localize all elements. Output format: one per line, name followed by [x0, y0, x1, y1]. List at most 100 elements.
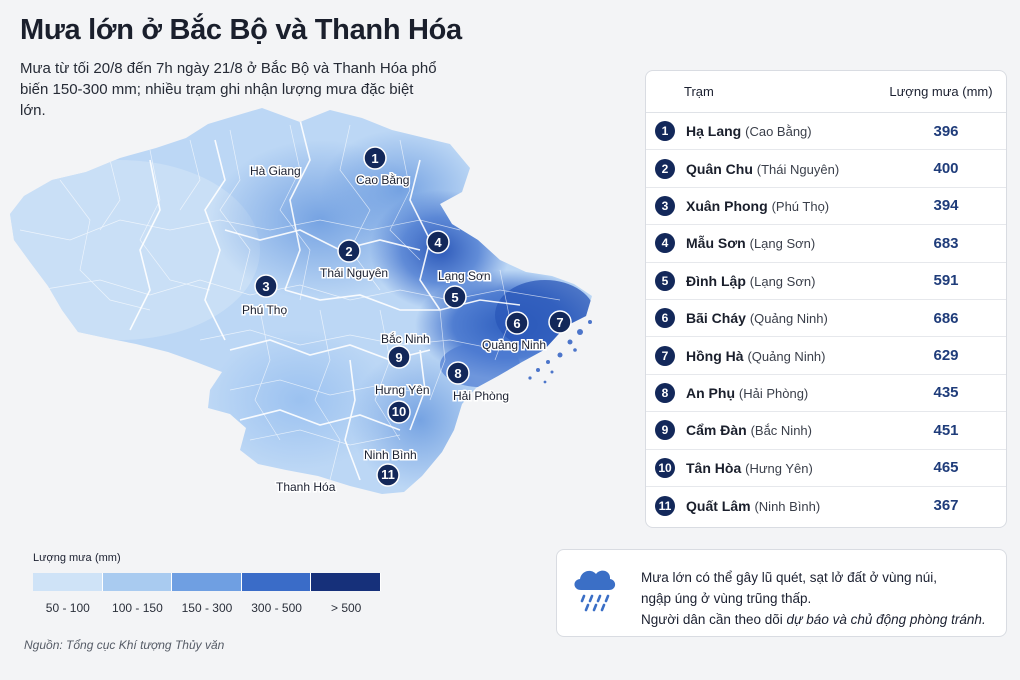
note-line-2: ngập úng ở vùng trũng thấp. — [641, 591, 812, 606]
row-amount: 435 — [933, 384, 959, 402]
legend-color-bar — [33, 573, 381, 591]
row-amount: 683 — [933, 234, 959, 252]
label-thai-nguyen: Thái Nguyên — [320, 266, 388, 280]
svg-text:6: 6 — [513, 316, 520, 331]
svg-text:11: 11 — [381, 467, 395, 482]
legend-label: 150 - 300 — [181, 601, 233, 615]
row-number-badge: 6 — [655, 308, 675, 329]
row-number-badge: 5 — [655, 270, 675, 291]
note-line-1: Mưa lớn có thể gây lũ quét, sạt lở đất ở… — [641, 570, 938, 585]
row-number-badge: 4 — [655, 233, 675, 254]
row-number-badge: 8 — [655, 382, 675, 403]
station-province: (Bắc Ninh) — [750, 423, 812, 439]
svg-text:10: 10 — [392, 404, 406, 419]
table-row: 4 Mẫu Sơn (Lạng Sơn) 683 — [646, 225, 1006, 263]
station-name: Bãi Cháy — [686, 310, 746, 327]
map-legend: Lượng mưa (mm) 50 - 100 100 - 150 150 - 30… — [33, 550, 393, 615]
station-province: (Hưng Yên) — [745, 460, 813, 476]
row-amount: 686 — [933, 309, 959, 327]
legend-swatch — [311, 573, 381, 591]
row-number-badge: 11 — [655, 495, 675, 516]
note-line-3: Người dân cần theo dõi dự báo và chủ độn… — [641, 609, 1001, 630]
page-title: Mưa lớn ở Bắc Bộ và Thanh Hóa — [20, 14, 462, 46]
table-row: 1 Hạ Lang (Cao Bằng) 396 — [646, 113, 1006, 151]
row-station: Đình Lập (Lạng Sơn) — [686, 273, 886, 289]
table-row: 10 Tân Hòa (Hưng Yên) 465 — [646, 450, 1006, 487]
legend-title-text: Lượng mưa — [33, 552, 92, 564]
svg-text:4: 4 — [434, 235, 442, 250]
note-line-3-prefix: Người dân cần theo dõi — [641, 612, 787, 627]
row-station: Hạ Lang (Cao Bằng) — [686, 123, 886, 139]
table-header: Trạm Lượng mưa (mm) — [646, 71, 1006, 113]
row-amount: 396 — [933, 122, 959, 140]
table-body: 1 Hạ Lang (Cao Bằng) 396 2 Quân Chu (Thái Ng… — [646, 113, 1006, 524]
table-row: 7 Hồng Hà (Quảng Ninh) 629 — [646, 337, 1006, 375]
row-number-badge: 2 — [655, 158, 675, 179]
station-marker-11: 11 — [376, 463, 400, 487]
station-province: (Ninh Bình) — [754, 498, 821, 514]
row-amount: 465 — [933, 459, 959, 477]
label-thanh-hoa: Thanh Hóa — [276, 480, 336, 494]
header-amount: Lượng mưa (mm) — [889, 84, 993, 99]
row-station: Bãi Cháy (Quảng Ninh) — [686, 310, 886, 326]
station-province: (Lạng Sơn) — [749, 236, 816, 252]
row-number-badge: 7 — [655, 345, 675, 366]
label-bac-ninh: Bắc Ninh — [381, 331, 430, 346]
station-name: Tân Hòa — [686, 459, 742, 476]
station-province: (Thái Nguyên) — [756, 161, 840, 177]
svg-text:3: 3 — [262, 279, 269, 294]
row-amount: 400 — [933, 160, 959, 178]
station-name: Quất Lâm — [686, 497, 751, 514]
rainfall-map: Hà Giang Cao Bằng Thái Nguyên Lạng Sơn P… — [0, 100, 610, 540]
legend-label: > 500 — [330, 601, 362, 615]
table-row: 3 Xuân Phong (Phú Thọ) 394 — [646, 188, 1006, 226]
station-province: (Lạng Sơn) — [749, 273, 816, 289]
station-name: Hồng Hà — [686, 347, 744, 364]
station-province: (Phú Thọ) — [771, 198, 830, 214]
legend-swatch — [102, 573, 173, 591]
table-row: 9 Cẩm Đàn (Bắc Ninh) 451 — [646, 412, 1006, 450]
table-row: 8 An Phụ (Hải Phòng) 435 — [646, 375, 1006, 413]
svg-text:9: 9 — [395, 350, 402, 365]
station-marker-10: 10 — [387, 400, 411, 424]
province-labels: Hà Giang Cao Bằng Thái Nguyên Lạng Sơn P… — [241, 163, 548, 496]
row-number-badge: 3 — [655, 195, 675, 216]
row-amount: 451 — [933, 421, 959, 439]
svg-text:2: 2 — [345, 244, 352, 259]
station-province: (Hải Phòng) — [738, 385, 809, 401]
label-ninh-binh: Ninh Bình — [364, 448, 417, 462]
label-hung-yen: Hưng Yên — [375, 383, 430, 397]
station-marker-6: 6 — [505, 311, 529, 335]
label-phu-tho: Phú Thọ — [242, 303, 287, 317]
station-name: Quân Chu — [686, 160, 753, 177]
svg-text:1: 1 — [371, 151, 378, 166]
label-lang-son: Lạng Sơn — [438, 269, 491, 283]
station-name: Cẩm Đàn — [686, 422, 747, 439]
label-ha-giang: Hà Giang — [250, 164, 301, 178]
label-quang-ninh: Quảng Ninh — [482, 338, 546, 352]
svg-text:7: 7 — [556, 315, 563, 330]
svg-text:5: 5 — [451, 290, 458, 305]
row-number-badge: 9 — [655, 420, 675, 441]
page-subtitle: Mưa từ tối 20/8 đến 7h ngày 21/8 ở Bắc B… — [20, 60, 437, 119]
row-amount: 394 — [933, 197, 959, 215]
table-row: 2 Quân Chu (Thái Nguyên) 400 — [646, 150, 1006, 188]
row-amount: 591 — [933, 272, 959, 290]
station-table: Trạm Lượng mưa (mm) 1 Hạ Lang (Cao Bằng) 3… — [645, 70, 1007, 528]
station-marker-9: 9 — [387, 345, 411, 369]
station-province: (Cao Bằng) — [745, 124, 812, 140]
legend-label: 100 - 150 — [112, 601, 163, 615]
row-station: An Phụ (Hải Phòng) — [686, 385, 886, 401]
table-row: 11 Quất Lâm (Ninh Bình) 367 — [646, 487, 1006, 524]
legend-swatch — [33, 573, 103, 591]
station-name: Hạ Lang — [686, 123, 742, 140]
station-marker-2: 2 — [337, 239, 361, 263]
row-station: Hồng Hà (Quảng Ninh) — [686, 348, 886, 364]
row-number-badge: 10 — [655, 457, 675, 478]
table-row: 5 Đình Lập (Lạng Sơn) 591 — [646, 263, 1006, 300]
station-marker-1: 1 — [363, 146, 387, 170]
row-station: Quân Chu (Thái Nguyên) — [686, 161, 886, 177]
legend-title: Lượng mưa (mm) — [33, 550, 393, 564]
station-marker-4: 4 — [426, 230, 450, 254]
legend-unit: (mm) — [94, 552, 121, 564]
